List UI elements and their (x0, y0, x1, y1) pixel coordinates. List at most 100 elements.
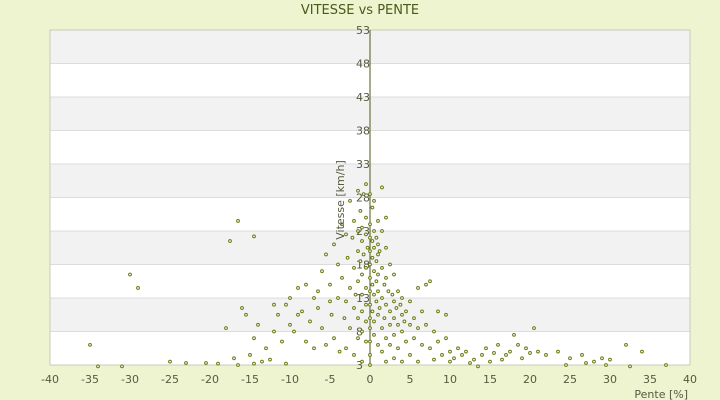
data-point (88, 343, 92, 347)
data-point (353, 292, 358, 297)
data-point (360, 359, 364, 364)
data-point (204, 361, 208, 365)
data-point (376, 343, 380, 347)
data-point (364, 286, 368, 290)
data-point (568, 356, 572, 361)
data-point (332, 242, 336, 247)
data-point (240, 306, 244, 310)
data-point (324, 252, 328, 257)
data-point (320, 326, 324, 331)
data-point (296, 286, 300, 290)
data-point (370, 282, 375, 287)
data-point (600, 356, 604, 361)
data-point (236, 363, 240, 367)
data-point (364, 215, 368, 220)
data-point (432, 329, 436, 334)
data-point (382, 316, 387, 321)
data-point (364, 319, 368, 324)
y-tick-label: 8 (356, 326, 363, 339)
data-point (440, 353, 444, 357)
data-point (224, 326, 228, 331)
data-point (408, 299, 412, 304)
data-point (356, 188, 360, 193)
data-point (416, 359, 420, 364)
data-point (368, 192, 372, 197)
x-tick-labels: -40 -35 -30 -25 -20 -15 -10 -5 0 5 10 15 20 25 30 35 40 (41, 373, 697, 386)
data-point (344, 346, 348, 351)
data-point (380, 296, 384, 300)
data-point (236, 219, 240, 223)
data-point (564, 363, 568, 367)
data-point (360, 292, 364, 297)
data-point (398, 302, 403, 307)
data-point (512, 332, 516, 337)
data-point (392, 316, 396, 321)
data-point (304, 282, 308, 287)
data-point (348, 198, 352, 203)
data-point (264, 346, 268, 351)
data-point (384, 302, 388, 307)
data-point (664, 363, 668, 367)
data-point (368, 339, 372, 344)
data-point (400, 359, 404, 364)
data-point (380, 229, 384, 233)
data-point (368, 316, 372, 321)
data-point (448, 359, 452, 364)
data-point (624, 343, 628, 347)
data-point (328, 299, 332, 304)
data-point (404, 309, 408, 314)
data-point (536, 349, 540, 354)
data-point (352, 219, 356, 223)
x-tick-label: 20 (523, 373, 537, 386)
data-point (128, 272, 132, 277)
data-point (382, 282, 387, 287)
data-point (364, 232, 368, 237)
data-point (288, 296, 292, 300)
data-point (452, 356, 456, 361)
data-point (368, 302, 372, 307)
data-point (332, 336, 336, 341)
data-point (386, 289, 391, 294)
data-point (312, 346, 316, 351)
x-tick-label: -30 (121, 373, 139, 386)
data-point (402, 319, 407, 324)
data-point (368, 262, 372, 267)
data-point (390, 292, 395, 297)
data-point (364, 265, 368, 270)
x-axis-label: Pente [%] (634, 388, 688, 400)
data-point (496, 343, 500, 347)
data-point (392, 356, 396, 361)
data-point (360, 272, 364, 277)
data-point (372, 269, 376, 274)
data-point (272, 302, 276, 307)
data-point (428, 279, 432, 284)
data-point (376, 312, 380, 317)
data-point (372, 332, 376, 337)
data-point (372, 198, 376, 203)
x-tick-label: 25 (563, 373, 577, 386)
data-point (396, 289, 400, 294)
data-point (488, 359, 492, 364)
data-point (312, 296, 316, 300)
data-point (364, 182, 368, 187)
data-point (360, 225, 364, 230)
data-point (340, 222, 344, 227)
data-point (368, 353, 372, 357)
data-point (344, 299, 348, 304)
x-tick-label: 30 (603, 373, 617, 386)
data-point (424, 282, 428, 287)
data-point (380, 326, 384, 331)
y-tick-label: 28 (356, 192, 370, 205)
data-point (216, 361, 220, 366)
data-point (408, 322, 412, 327)
data-point (408, 353, 412, 357)
data-point (300, 309, 304, 314)
y-tick-label: 43 (356, 91, 370, 104)
data-point (372, 245, 376, 250)
data-point (377, 249, 382, 254)
chart-title: VITESSE vs PENTE (301, 3, 419, 18)
data-point (358, 209, 363, 213)
data-point (324, 343, 328, 347)
data-point (436, 339, 440, 344)
